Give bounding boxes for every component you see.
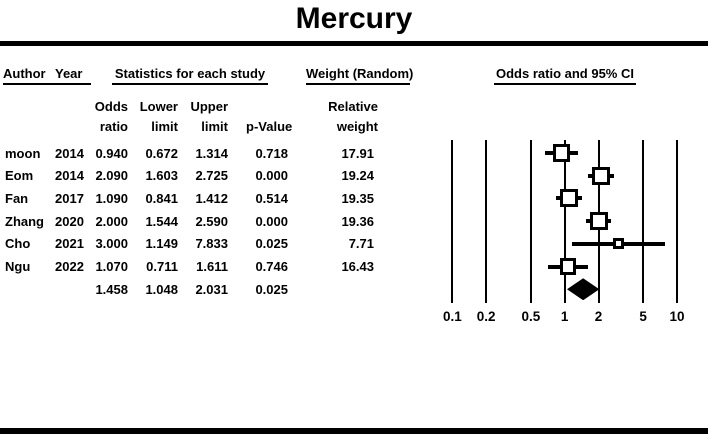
table-cell-weight: 7.71	[348, 236, 374, 252]
chart-title: Mercury	[295, 2, 413, 35]
subheader-odds-ratio: Odds ratio	[86, 97, 128, 136]
table-cell-lower: 0.672	[145, 145, 178, 161]
axis-gridline	[676, 140, 678, 303]
table-cell-or: 0.940	[95, 145, 128, 161]
table-cell-or: 3.000	[95, 236, 128, 252]
subheader-line: Upper	[190, 99, 228, 114]
table-cell-author: Eom	[5, 168, 34, 184]
effect-square	[612, 238, 624, 250]
axis-gridline	[563, 140, 566, 303]
column-group-weight-random: Weight (Random)	[306, 66, 413, 85]
axis-gridline	[642, 140, 645, 303]
table-cell-weight: 17.91	[341, 145, 374, 161]
table-cell-lower: 1.149	[145, 236, 178, 252]
table-cell-p: 0.514	[255, 190, 288, 206]
table-cell-author: Fan	[5, 190, 29, 206]
effect-square	[591, 166, 610, 185]
column-group-statistics: Statistics for each study	[112, 66, 268, 85]
table-cell-p: 0.718	[255, 145, 288, 161]
table-cell-weight: 16.43	[341, 259, 374, 274]
effect-square	[559, 189, 578, 208]
subheader-line: Lower	[139, 99, 178, 114]
table-cell-year: 2022	[55, 259, 84, 274]
table-cell-year: 2014	[55, 168, 84, 184]
table-cell-year: 2014	[55, 145, 84, 161]
subheader-p-value: p-Value	[246, 97, 293, 136]
table-cell-or: 2.000	[95, 213, 128, 229]
effect-square	[559, 258, 577, 275]
table-cell-upper: 1.412	[195, 190, 228, 206]
table-cell-author: Cho	[5, 236, 31, 252]
table-cell-p: 0.025	[255, 281, 288, 297]
table-cell-year: 2021	[55, 236, 84, 252]
table-cell-or: 2.090	[95, 168, 128, 184]
subheader-line: Relative	[328, 99, 378, 114]
top-rule	[0, 41, 708, 46]
axis-tick-label: 10	[669, 309, 685, 324]
table-cell-year: 2020	[55, 213, 84, 229]
summary-diamond	[567, 278, 600, 301]
table-cell-author: Zhang	[5, 213, 44, 229]
table-cell-weight: 19.35	[341, 190, 374, 206]
subheader-line: Odds	[94, 99, 128, 114]
axis-tick-label: 0.5	[521, 309, 541, 324]
subheader-lower-limit: Lower limit	[136, 97, 178, 136]
subheader-line: limit	[151, 118, 178, 134]
table-cell-author: moon	[5, 145, 41, 161]
subheader-line	[246, 97, 288, 117]
subheader-line: ratio	[99, 118, 128, 134]
table-cell-year: 2017	[55, 190, 84, 206]
table-cell-p: 0.000	[255, 168, 288, 184]
table-cell-lower: 0.841	[145, 190, 178, 206]
table-cell-lower: 0.711	[146, 259, 178, 274]
table-cell-weight: 19.36	[341, 213, 374, 229]
axis-tick-label: 0.2	[476, 309, 496, 324]
column-header-author: Author	[3, 66, 55, 85]
table-cell-author: Ngu	[5, 259, 31, 274]
subheader-relative-weight: Relative weight	[326, 97, 378, 136]
table-cell-or: 1.090	[95, 190, 128, 206]
subheader-line: limit	[201, 118, 228, 134]
table-cell-or: 1.458	[95, 281, 128, 297]
table-cell-lower: 1.544	[145, 213, 178, 229]
axis-gridline	[529, 140, 532, 303]
table-cell-upper: 2.725	[195, 168, 228, 184]
table-cell-lower: 1.603	[145, 168, 178, 184]
effect-square	[553, 144, 571, 162]
effect-square	[589, 212, 608, 231]
table-cell-p: 0.000	[255, 213, 288, 229]
axis-tick-label: 1	[560, 309, 569, 324]
axis-tick-label: 5	[639, 309, 647, 324]
column-group-odds-ratio-ci: Odds ratio and 95% CI	[494, 66, 636, 85]
table-cell-p: 0.746	[255, 259, 288, 274]
table-cell-p: 0.025	[255, 236, 288, 252]
table-cell-lower: 1.048	[145, 281, 178, 297]
column-header-year: Year	[55, 66, 91, 85]
subheader-upper-limit: Upper limit	[186, 97, 228, 136]
axis-gridline	[451, 140, 454, 303]
table-cell-weight: 19.24	[341, 168, 374, 184]
bottom-rule	[0, 428, 708, 434]
subheader-line: weight	[336, 118, 378, 134]
table-cell-upper: 1.611	[196, 259, 228, 274]
table-cell-upper: 7.833	[195, 236, 228, 252]
axis-tick-label: 0.1	[443, 309, 462, 324]
table-cell-upper: 2.031	[195, 281, 228, 297]
table-cell-upper: 2.590	[195, 213, 228, 229]
subheader-line: p-Value	[246, 118, 293, 134]
axis-gridline	[485, 140, 488, 303]
table-cell-upper: 1.314	[195, 145, 228, 161]
axis-tick-label: 2	[594, 309, 603, 324]
table-cell-or: 1.070	[95, 259, 128, 274]
